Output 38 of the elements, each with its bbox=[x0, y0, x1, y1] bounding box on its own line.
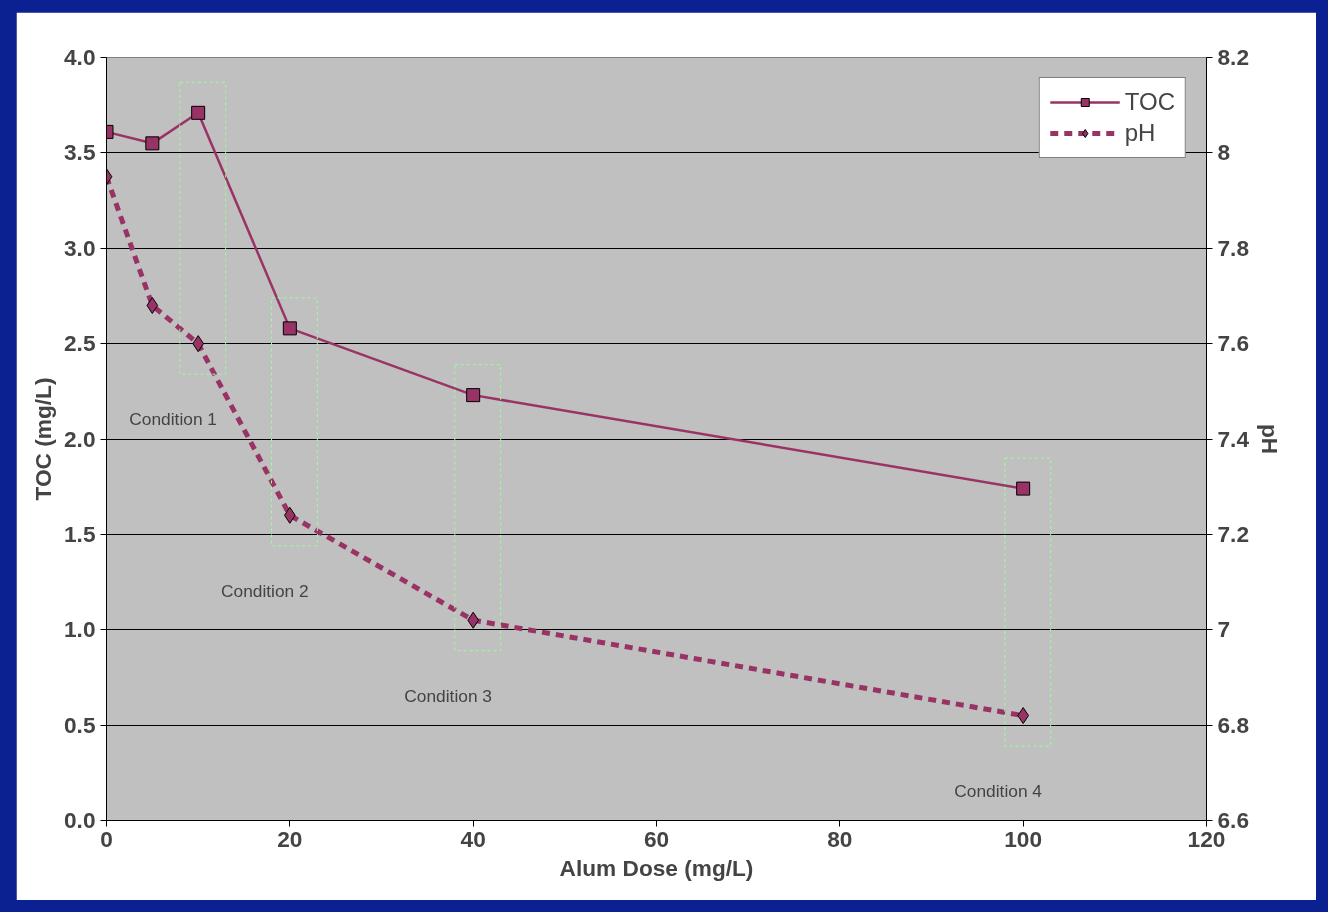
y2-tick-label: 6.8 bbox=[1217, 711, 1249, 738]
x-tick-label: 100 bbox=[1004, 825, 1043, 852]
y-tick-label: 3.5 bbox=[64, 139, 96, 166]
y2-tick-label: 8 bbox=[1217, 139, 1231, 166]
annotation: Condition 3 bbox=[404, 685, 493, 706]
annotation: Condition 2 bbox=[221, 580, 309, 601]
point bbox=[146, 296, 159, 314]
y2-tick-label: 7.2 bbox=[1217, 520, 1249, 547]
annotation: Condition 1 bbox=[129, 409, 218, 430]
point bbox=[1016, 481, 1031, 496]
legend-label: pH bbox=[1124, 119, 1156, 147]
y-tick-label: 1.0 bbox=[64, 616, 96, 643]
x-tick-label: 80 bbox=[827, 825, 853, 852]
point bbox=[282, 321, 297, 336]
y-tick-label: 0.5 bbox=[64, 711, 96, 738]
y-tick-label: 3.0 bbox=[64, 234, 96, 261]
x-tick-label: 20 bbox=[277, 825, 303, 852]
x-axis-title: Alum Dose (mg/L) bbox=[559, 854, 754, 881]
y-tick-label: 0.0 bbox=[64, 807, 96, 833]
y-axis-title: TOC (mg/L) bbox=[30, 377, 56, 501]
y2-tick-label: 7 bbox=[1217, 616, 1231, 643]
x-tick-label: 40 bbox=[460, 825, 486, 852]
annotation: Condition 4 bbox=[954, 781, 1043, 802]
y-tick-label: 1.5 bbox=[64, 520, 96, 547]
point bbox=[191, 105, 206, 120]
y-tick-label: 4.0 bbox=[64, 44, 96, 70]
x-tick-label: 0 bbox=[100, 825, 113, 852]
y2-tick-label: 7.6 bbox=[1217, 330, 1249, 357]
y2-tick-label: 7.8 bbox=[1217, 234, 1249, 261]
point bbox=[145, 136, 160, 151]
y-tick-label: 2.0 bbox=[64, 425, 96, 452]
legend-label: TOC bbox=[1124, 88, 1175, 116]
point bbox=[466, 388, 481, 403]
y2-tick-label: 8.2 bbox=[1217, 44, 1249, 70]
y-tick-label: 2.5 bbox=[64, 330, 96, 357]
x-tick-label: 60 bbox=[643, 825, 670, 852]
y2-tick-label: 7.4 bbox=[1217, 425, 1250, 452]
y2-axis-title: pH bbox=[1257, 423, 1283, 455]
